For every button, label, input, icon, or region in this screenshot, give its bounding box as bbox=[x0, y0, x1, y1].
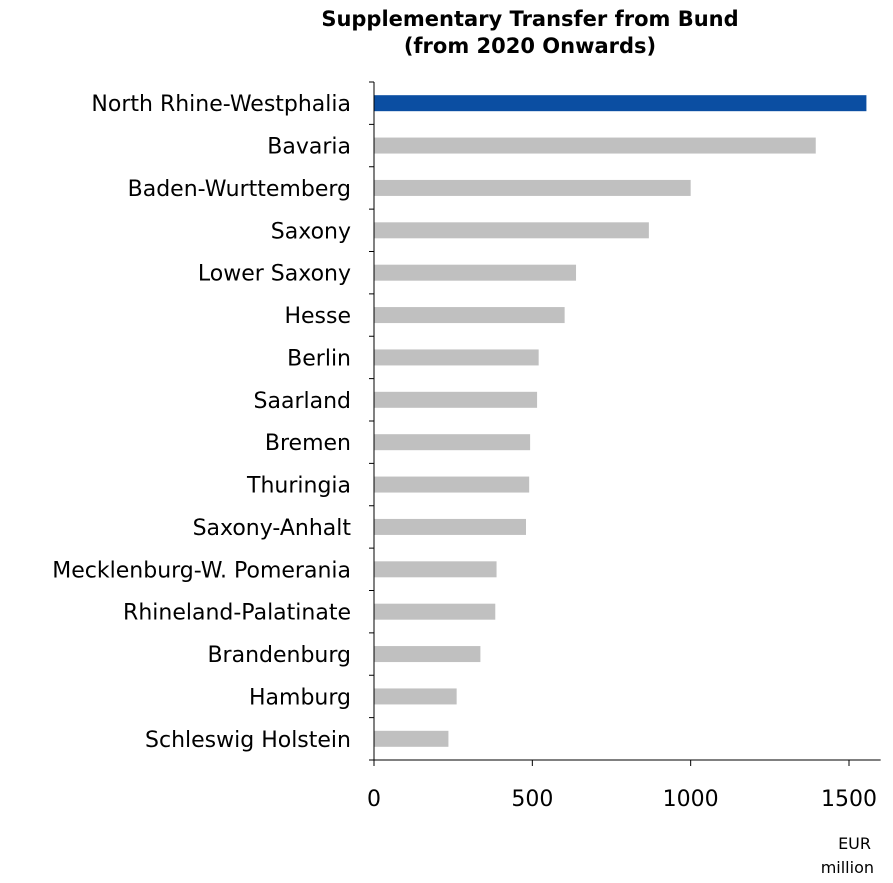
bar-lower-saxony bbox=[374, 264, 577, 281]
bar-schleswig-holstein bbox=[374, 730, 449, 747]
bar-berlin bbox=[374, 349, 539, 366]
bar-bavaria bbox=[374, 137, 816, 154]
category-labels: North Rhine-Westphalia Bavaria Baden-Wurtt… bbox=[52, 92, 351, 753]
x-tick-label: 1500 bbox=[821, 787, 877, 812]
category-label: Rhineland-Palatinate bbox=[123, 601, 351, 626]
bars-group bbox=[374, 95, 867, 747]
x-tick-label: 0 bbox=[367, 787, 381, 812]
bar-hesse bbox=[374, 307, 565, 324]
category-label: Baden-Wurttemberg bbox=[128, 177, 351, 202]
category-label: Saxony bbox=[271, 219, 351, 244]
bar-mecklenburg-w-pomerania bbox=[374, 561, 497, 578]
bar-bremen bbox=[374, 434, 531, 451]
category-label: North Rhine-Westphalia bbox=[91, 92, 351, 117]
bar-rhineland-palatinate bbox=[374, 603, 496, 620]
chart-title-line-2: (from 2020 Onwards) bbox=[404, 34, 656, 58]
category-label: Bremen bbox=[265, 431, 351, 456]
category-label: Thuringia bbox=[246, 474, 351, 499]
category-label: Mecklenburg-W. Pomerania bbox=[52, 558, 351, 583]
bar-hamburg bbox=[374, 688, 457, 705]
category-label: Hesse bbox=[284, 304, 351, 329]
category-label: Bavaria bbox=[267, 135, 351, 160]
axes: 0 500 1000 1500 bbox=[367, 81, 881, 812]
category-label: Saarland bbox=[254, 389, 351, 414]
category-label: Schleswig Holstein bbox=[145, 728, 351, 753]
bar-saxony bbox=[374, 222, 649, 239]
bar-north-rhine-westphalia bbox=[374, 95, 867, 112]
category-label: Brandenburg bbox=[207, 643, 351, 668]
bar-thuringia bbox=[374, 476, 530, 493]
chart-title-line-1: Supplementary Transfer from Bund bbox=[321, 7, 738, 31]
category-label: Berlin bbox=[287, 346, 351, 371]
x-tick-label: 500 bbox=[511, 787, 553, 812]
bar-baden-wurttemberg bbox=[374, 179, 691, 196]
category-label: Hamburg bbox=[249, 685, 351, 710]
bar-saxony-anhalt bbox=[374, 518, 526, 535]
bar-saarland bbox=[374, 391, 538, 408]
x-tick-label: 1000 bbox=[663, 787, 719, 812]
category-label: Lower Saxony bbox=[198, 262, 351, 287]
unit-label-line-2: million bbox=[821, 858, 874, 877]
category-label: Saxony-Anhalt bbox=[193, 516, 352, 541]
unit-label-line-1: EUR bbox=[838, 834, 871, 853]
bar-brandenburg bbox=[374, 646, 481, 663]
